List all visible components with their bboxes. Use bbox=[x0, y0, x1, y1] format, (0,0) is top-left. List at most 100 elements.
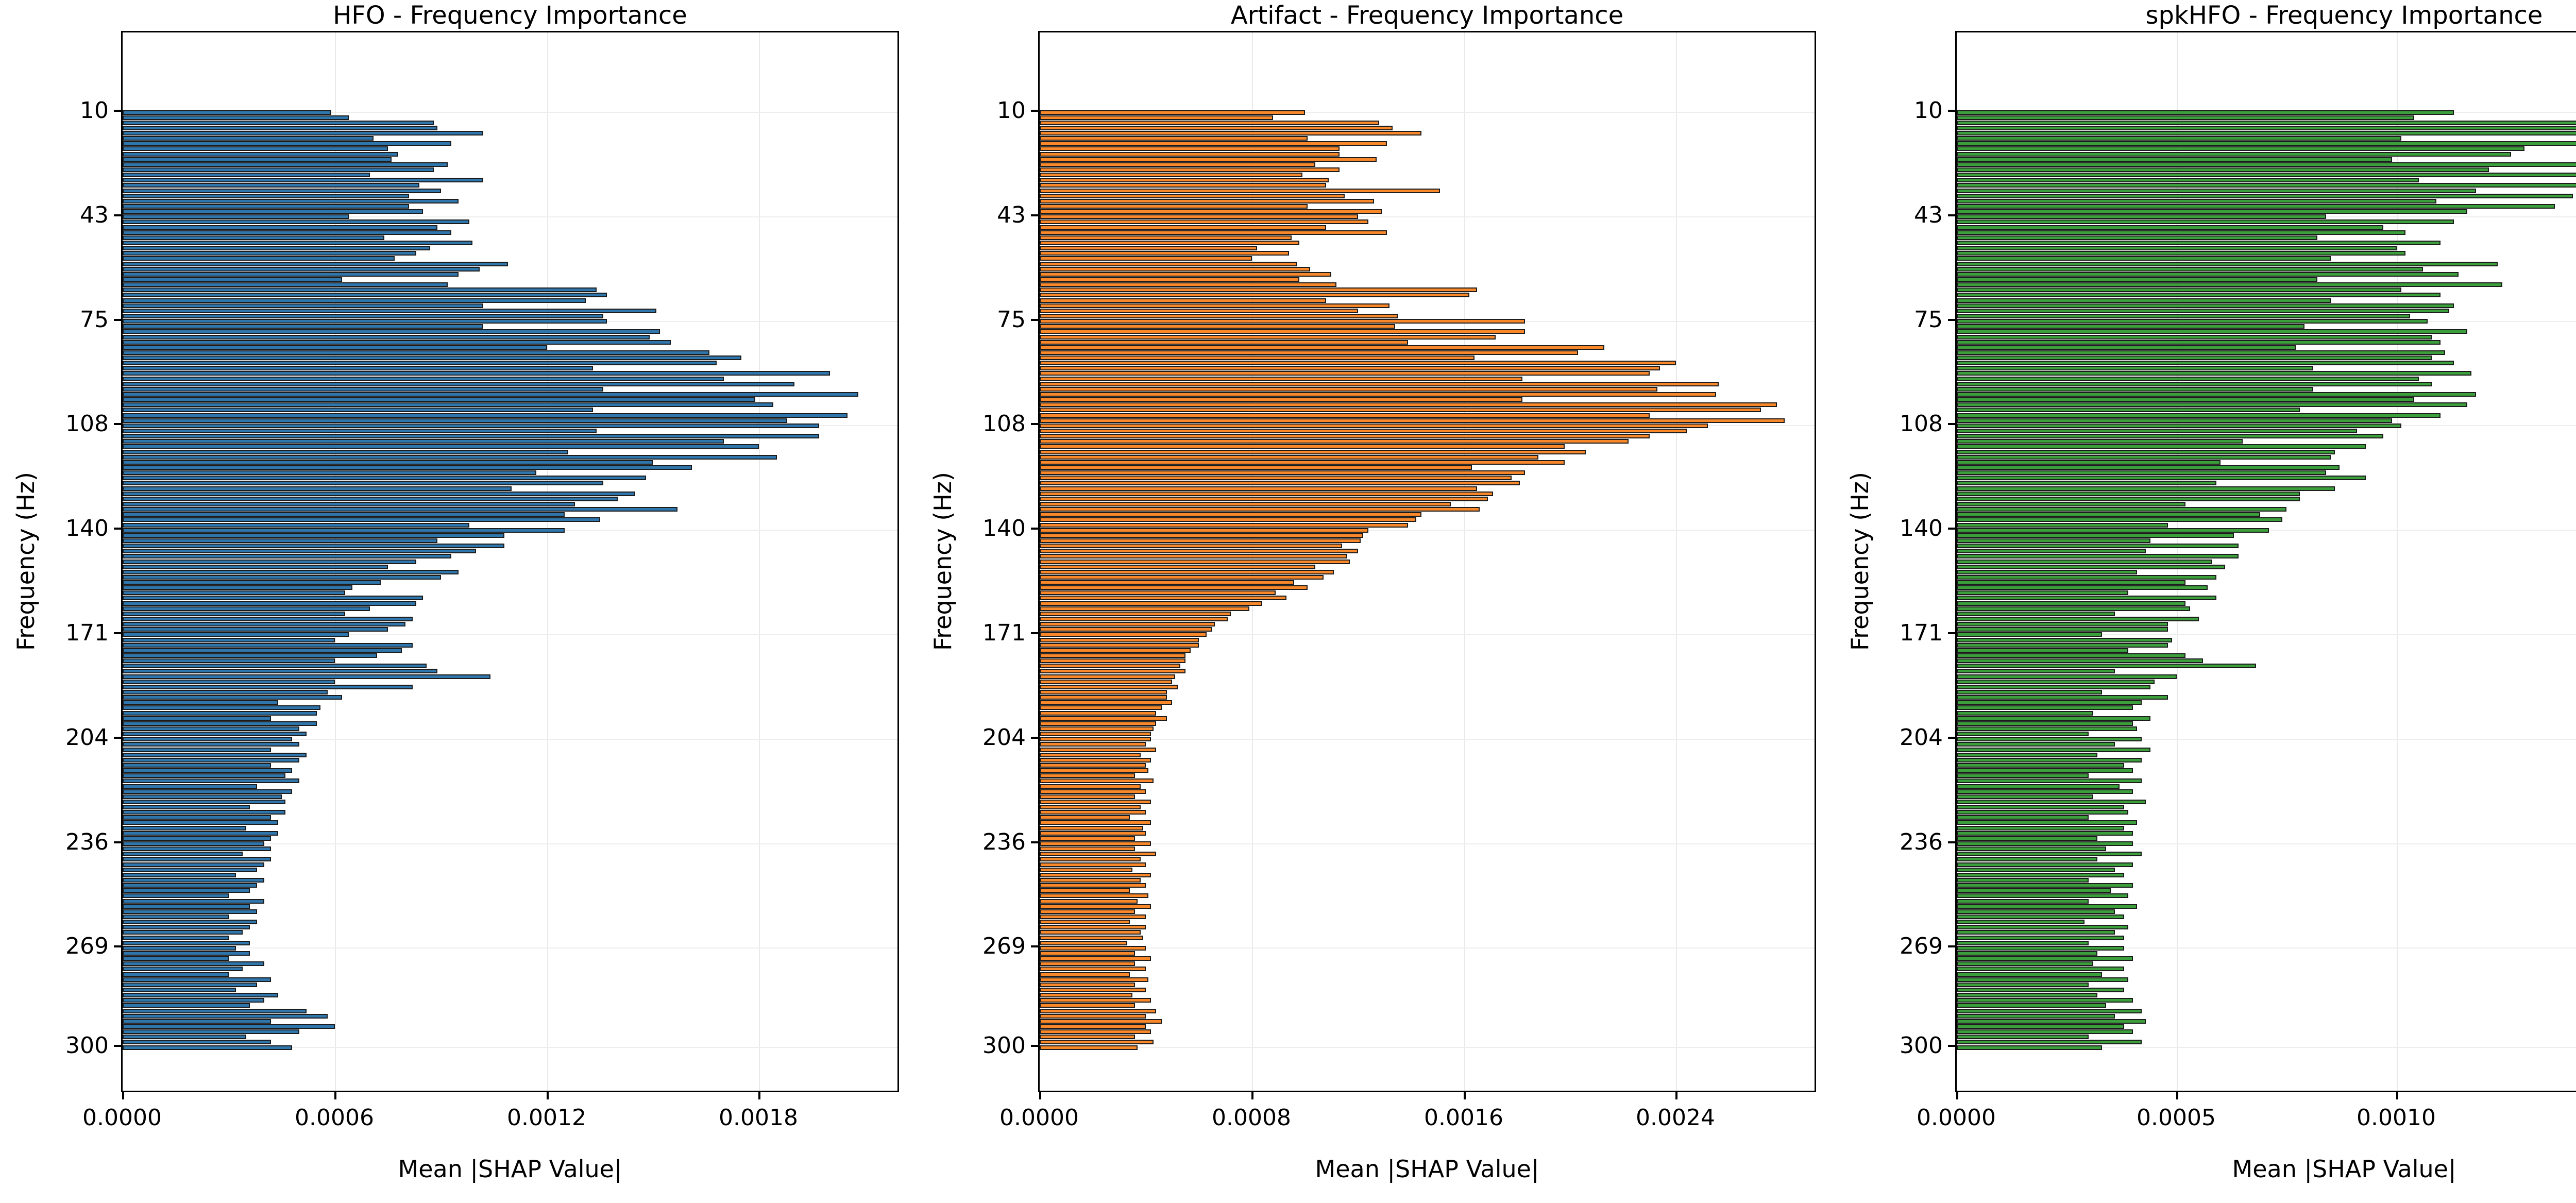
bar bbox=[1957, 810, 2128, 815]
bar bbox=[1957, 371, 2471, 376]
bar bbox=[1040, 653, 1185, 658]
bar bbox=[1957, 141, 2576, 146]
bar bbox=[1957, 831, 2133, 836]
y-tick-mark bbox=[114, 423, 121, 425]
bar bbox=[1040, 329, 1525, 334]
bar bbox=[1040, 1040, 1154, 1044]
bar bbox=[1957, 512, 2260, 517]
subplot-spkhfo: spkHFO - Frequency Importance Frequency … bbox=[1834, 0, 2576, 1203]
bar bbox=[123, 617, 413, 621]
bar bbox=[123, 768, 292, 773]
bar bbox=[1957, 690, 2102, 694]
bar bbox=[123, 612, 345, 616]
bar bbox=[123, 711, 317, 716]
bar bbox=[123, 753, 307, 757]
bar bbox=[123, 705, 320, 710]
bar bbox=[1957, 183, 2576, 188]
bar bbox=[1040, 648, 1191, 653]
y-tick-mark bbox=[1948, 319, 1955, 321]
bar bbox=[1040, 486, 1477, 491]
bar bbox=[1957, 167, 2489, 172]
y-tick-label: 75 bbox=[1914, 307, 1943, 333]
bar bbox=[1040, 141, 1387, 146]
bar bbox=[1040, 298, 1326, 303]
bar bbox=[1957, 194, 2573, 198]
bar bbox=[1040, 988, 1146, 992]
bar bbox=[1957, 241, 2441, 245]
bar bbox=[1957, 136, 2401, 141]
bar bbox=[123, 590, 345, 595]
bar bbox=[1957, 596, 2216, 600]
bar bbox=[1040, 387, 1657, 392]
bar bbox=[1040, 784, 1141, 789]
bar bbox=[1040, 1014, 1146, 1019]
y-tick-label: 10 bbox=[80, 97, 109, 124]
bar bbox=[1957, 178, 2419, 182]
bar bbox=[1957, 262, 2498, 266]
x-gridline bbox=[547, 32, 548, 1091]
y-tick-mark bbox=[1948, 214, 1955, 216]
bar bbox=[1957, 476, 2366, 480]
bar bbox=[1040, 397, 1522, 402]
bar bbox=[1040, 695, 1167, 700]
bar bbox=[1040, 507, 1480, 512]
bar bbox=[1040, 465, 1472, 470]
x-tick-label: 0.0000 bbox=[999, 1105, 1079, 1131]
bar bbox=[1957, 1014, 2115, 1019]
bar bbox=[1957, 721, 2133, 726]
bar bbox=[123, 455, 777, 460]
bar bbox=[1040, 444, 1565, 449]
y-tick-label: 236 bbox=[982, 829, 1026, 855]
bar bbox=[123, 423, 819, 428]
bar bbox=[1040, 523, 1408, 528]
bar bbox=[123, 737, 292, 741]
bar bbox=[1957, 805, 2124, 809]
bar bbox=[123, 418, 787, 423]
bar bbox=[1040, 778, 1154, 783]
bar bbox=[123, 444, 759, 449]
bar bbox=[123, 460, 653, 465]
bar bbox=[123, 941, 250, 945]
bar bbox=[1040, 450, 1586, 454]
bar bbox=[123, 345, 547, 350]
bar bbox=[123, 152, 398, 157]
bar bbox=[1957, 632, 2102, 637]
bar bbox=[123, 800, 285, 804]
y-tick-label: 75 bbox=[80, 307, 109, 333]
bar bbox=[123, 951, 250, 956]
bar bbox=[1040, 1024, 1146, 1029]
bar bbox=[1957, 1019, 2146, 1024]
x-tick-label: 0.0000 bbox=[1917, 1105, 1996, 1131]
bar bbox=[1957, 800, 2146, 804]
bar bbox=[1040, 658, 1185, 663]
bar bbox=[1957, 392, 2476, 397]
bar bbox=[1040, 251, 1289, 256]
bar bbox=[123, 946, 236, 951]
x-tick-label: 0.0006 bbox=[295, 1105, 374, 1131]
bar bbox=[123, 209, 423, 214]
bar bbox=[123, 523, 469, 528]
y-gridline bbox=[123, 739, 897, 740]
bar bbox=[123, 815, 271, 820]
bar bbox=[123, 846, 271, 851]
bar bbox=[1957, 909, 2115, 914]
bar bbox=[1957, 377, 2419, 381]
bar bbox=[123, 492, 635, 496]
bar bbox=[1957, 115, 2414, 120]
bar bbox=[1957, 946, 2124, 951]
bar bbox=[123, 470, 536, 475]
y-tick-mark bbox=[114, 1045, 121, 1047]
bar bbox=[1040, 899, 1138, 904]
bar bbox=[1957, 235, 2317, 240]
bar bbox=[123, 361, 717, 365]
x-axis-label-spkhfo: Mean |SHAP Value| bbox=[2232, 1155, 2456, 1183]
y-tick-mark bbox=[1031, 110, 1038, 112]
bar bbox=[123, 841, 264, 846]
bar bbox=[1040, 893, 1148, 898]
bar bbox=[1040, 272, 1331, 277]
bar bbox=[1957, 267, 2423, 272]
y-tick-label: 140 bbox=[982, 515, 1026, 541]
bar bbox=[1957, 862, 2133, 867]
bar bbox=[1040, 303, 1389, 308]
bar bbox=[1040, 199, 1374, 204]
